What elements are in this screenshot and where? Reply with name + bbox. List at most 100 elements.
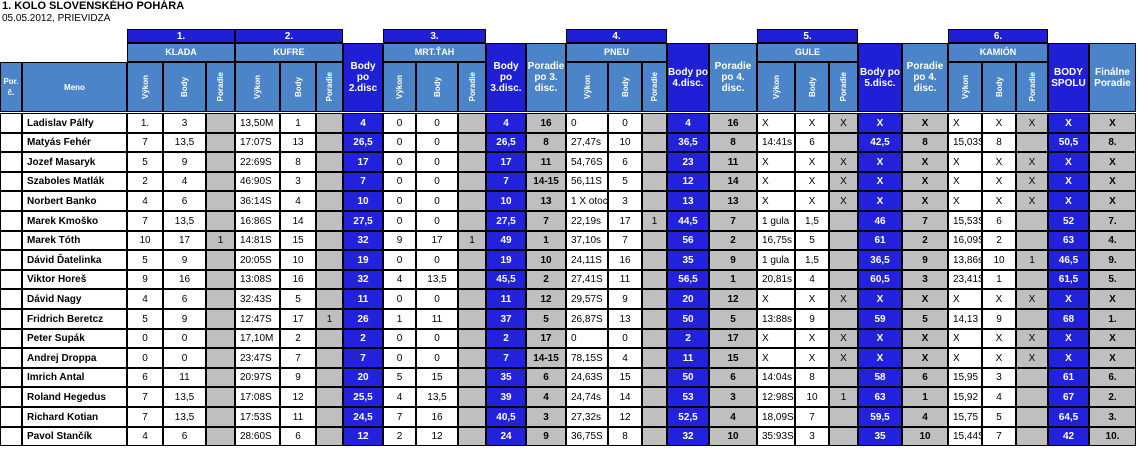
cell-pp4: 15 xyxy=(709,348,757,368)
cell-por xyxy=(0,133,22,152)
cell-d5p: X xyxy=(829,172,858,191)
cell-fin: 2. xyxy=(1089,387,1136,407)
cell-pp4: 17 xyxy=(709,329,757,348)
subheader-d5p: Poradie xyxy=(829,62,858,112)
subheader-d2v-text: Výkon xyxy=(253,74,262,99)
cell-d3v: 0 xyxy=(383,250,416,270)
cell-d3p xyxy=(458,152,486,172)
cell-d2b: 14 xyxy=(280,211,316,231)
cell-bp2: 25,5 xyxy=(343,387,383,407)
cell-d1b: 13,5 xyxy=(163,133,206,152)
cell-d2v: 13:08S xyxy=(235,270,280,289)
cell-pp5: 7 xyxy=(902,211,948,231)
cell-d2p xyxy=(316,407,343,427)
cell-d4p xyxy=(642,368,667,387)
cell-d5p: X xyxy=(829,152,858,172)
subheader-d5v: Výkon xyxy=(757,62,795,112)
subheader-d5b: Body xyxy=(795,62,829,112)
cell-d5p xyxy=(829,427,858,446)
subheader-d4v: Výkon xyxy=(566,62,608,112)
cell-d6p xyxy=(1016,368,1048,387)
cell-meno: Marek Tóth xyxy=(22,231,127,250)
cell-d3b: 13,5 xyxy=(416,270,458,289)
cell-bp4: 44,5 xyxy=(667,211,709,231)
cell-pp3: 5 xyxy=(526,309,566,329)
cell-d6p xyxy=(1016,270,1048,289)
cell-d3v: 9 xyxy=(383,231,416,250)
cell-d4p: 1 xyxy=(642,211,667,231)
cell-bp5: X xyxy=(858,289,902,309)
cell-bp5: 60,5 xyxy=(858,270,902,289)
cell-meno: Jozef Masaryk xyxy=(22,152,127,172)
cell-bp5: 42,5 xyxy=(858,133,902,152)
cell-d6b: 9 xyxy=(982,309,1016,329)
cell-d2b: 15 xyxy=(280,231,316,250)
subheader-d2b: Body xyxy=(280,62,316,112)
cell-d5p: X xyxy=(829,289,858,309)
cell-d5b: X xyxy=(795,289,829,309)
cell-d6v: X xyxy=(948,172,982,191)
cell-d2b: 9 xyxy=(280,368,316,387)
cell-d2b: 10 xyxy=(280,250,316,270)
subheader-d3p: Poradie xyxy=(458,62,486,112)
cell-d1b: 9 xyxy=(163,250,206,270)
cell-d4b: 0 xyxy=(608,113,642,133)
cell-pp4: 7 xyxy=(709,211,757,231)
cell-pp5: 6 xyxy=(902,368,948,387)
header-pp5: Poradie po 4. disc. xyxy=(902,43,948,112)
discipline-number-d5: 5. xyxy=(757,29,858,43)
cell-d3v: 0 xyxy=(383,172,416,191)
cell-d2p xyxy=(316,427,343,446)
cell-d6b: 1 xyxy=(982,270,1016,289)
cell-d1b: 13,5 xyxy=(163,211,206,231)
cell-bp2: 11 xyxy=(343,289,383,309)
cell-bp3: 27,5 xyxy=(486,211,526,231)
cell-pp3: 8 xyxy=(526,133,566,152)
cell-d6v: 15,53S xyxy=(948,211,982,231)
cell-bp4: 2 xyxy=(667,329,709,348)
cell-d4p xyxy=(642,133,667,152)
cell-pp4: 4 xyxy=(709,407,757,427)
cell-meno: Fridrich Beretcz xyxy=(22,309,127,329)
subheader-d5v-text: Výkon xyxy=(771,74,781,99)
cell-spolu: 61 xyxy=(1048,368,1089,387)
subheader-d6b: Body xyxy=(982,62,1016,112)
cell-bp2: 2 xyxy=(343,329,383,348)
subheader-d1b: Body xyxy=(163,62,206,112)
cell-d4v: 56,11S xyxy=(566,172,608,191)
cell-d5p: 1 xyxy=(829,387,858,407)
cell-d5b: 3 xyxy=(795,427,829,446)
cell-bp3: 26,5 xyxy=(486,133,526,152)
cell-d3p xyxy=(458,133,486,152)
cell-pp4: 9 xyxy=(709,250,757,270)
cell-d5p: X xyxy=(829,348,858,368)
cell-d1v: 0 xyxy=(127,348,163,368)
cell-d3b: 0 xyxy=(416,113,458,133)
cell-d5v: X xyxy=(757,172,795,191)
cell-spolu: 61,5 xyxy=(1048,270,1089,289)
cell-bp3: 24 xyxy=(486,427,526,446)
cell-d1v: 7 xyxy=(127,211,163,231)
cell-bp5: X xyxy=(858,113,902,133)
cell-d2v: 13,50M xyxy=(235,113,280,133)
cell-pp3: 3 xyxy=(526,407,566,427)
cell-d6p xyxy=(1016,231,1048,250)
cell-d1v: 7 xyxy=(127,407,163,427)
cell-d1v: 5 xyxy=(127,152,163,172)
cell-d2p xyxy=(316,270,343,289)
cell-spolu: 50,5 xyxy=(1048,133,1089,152)
cell-d3p xyxy=(458,113,486,133)
cell-por xyxy=(0,211,22,231)
cell-d3v: 0 xyxy=(383,133,416,152)
cell-fin: 7. xyxy=(1089,211,1136,231)
cell-meno: Dávid Nagy xyxy=(22,289,127,309)
cell-pp5: 1 xyxy=(902,387,948,407)
cell-meno: Richard Kotian xyxy=(22,407,127,427)
cell-d5b: X xyxy=(795,152,829,172)
cell-bp4: 50 xyxy=(667,368,709,387)
cell-pp5: 5 xyxy=(902,309,948,329)
cell-spolu: 68 xyxy=(1048,309,1089,329)
cell-pp4: 6 xyxy=(709,368,757,387)
subheader-d4v-text: Výkon xyxy=(582,74,592,99)
cell-d1v: 9 xyxy=(127,270,163,289)
